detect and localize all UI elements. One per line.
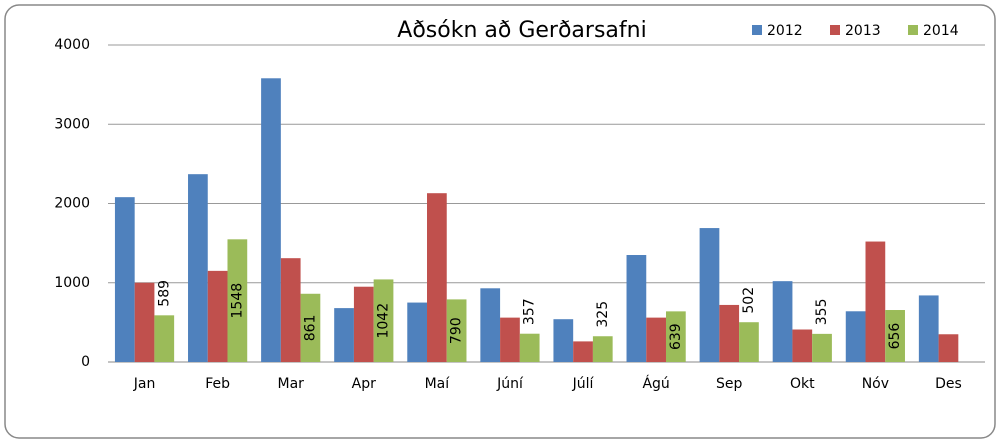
bar [154,315,175,362]
data-label: 790 [449,317,465,344]
bar [772,281,793,362]
y-tick-label: 4000 [54,37,90,53]
x-tick-label: Jan [133,376,156,392]
x-tick-label: Mar [277,376,304,392]
bar [626,255,647,362]
y-tick-label: 0 [81,354,90,370]
data-label: 357 [522,298,538,325]
data-label: 1548 [229,283,245,319]
bar [719,304,740,362]
x-tick-label: Maí [425,376,451,392]
legend-label: 2014 [923,23,959,39]
legend-label: 2013 [845,23,881,39]
bar [500,317,520,362]
y-tick-label: 2000 [54,196,90,212]
legend-swatch [752,25,762,35]
data-label: 325 [595,301,611,328]
bar [792,329,813,362]
bar [300,293,321,362]
data-label: 656 [887,323,903,350]
bar [114,197,135,362]
bar [885,310,905,362]
bar [845,311,866,362]
bar [812,333,832,362]
x-tick-label: Okt [790,376,815,392]
bar [207,270,228,362]
x-tick-label: Nóv [862,376,889,392]
legend-swatch [908,25,918,35]
x-tick-label: Ágú [642,375,669,392]
data-label: 355 [814,298,830,325]
data-label: 589 [156,280,172,307]
bar [938,334,959,362]
y-tick-label: 1000 [54,275,90,291]
data-label: 502 [741,287,757,314]
chart-title: Aðsókn að Gerðarsafni [397,18,646,43]
y-tick-label: 3000 [54,116,90,132]
bar [665,311,686,362]
bar [280,258,301,362]
legend-label: 2012 [767,23,803,39]
bar [353,286,374,362]
x-tick-label: Júní [496,376,524,392]
data-label: 639 [668,323,684,350]
bar [480,288,501,362]
bar [918,295,939,362]
x-tick-label: Júlí [572,376,595,392]
bar [446,299,467,362]
bar [739,322,759,362]
data-label: 1042 [376,303,392,339]
bar [134,282,155,362]
x-tick-label: Sep [716,376,743,392]
bar [699,228,720,362]
bar [427,193,447,362]
bar [373,279,394,362]
x-tick-label: Apr [352,376,376,392]
chart-frame [4,4,996,439]
bar [261,78,281,362]
x-tick-label: Feb [205,376,230,392]
bar [334,308,354,362]
bar [646,317,666,362]
bar [865,241,886,362]
bar [573,341,593,362]
bar [519,333,540,362]
x-tick-label: Des [935,376,962,392]
bar [592,336,613,362]
legend-swatch [830,25,840,35]
data-label: 861 [302,315,318,342]
bar [227,239,248,362]
bar [553,319,574,362]
bar [407,302,428,362]
bar [188,174,208,362]
